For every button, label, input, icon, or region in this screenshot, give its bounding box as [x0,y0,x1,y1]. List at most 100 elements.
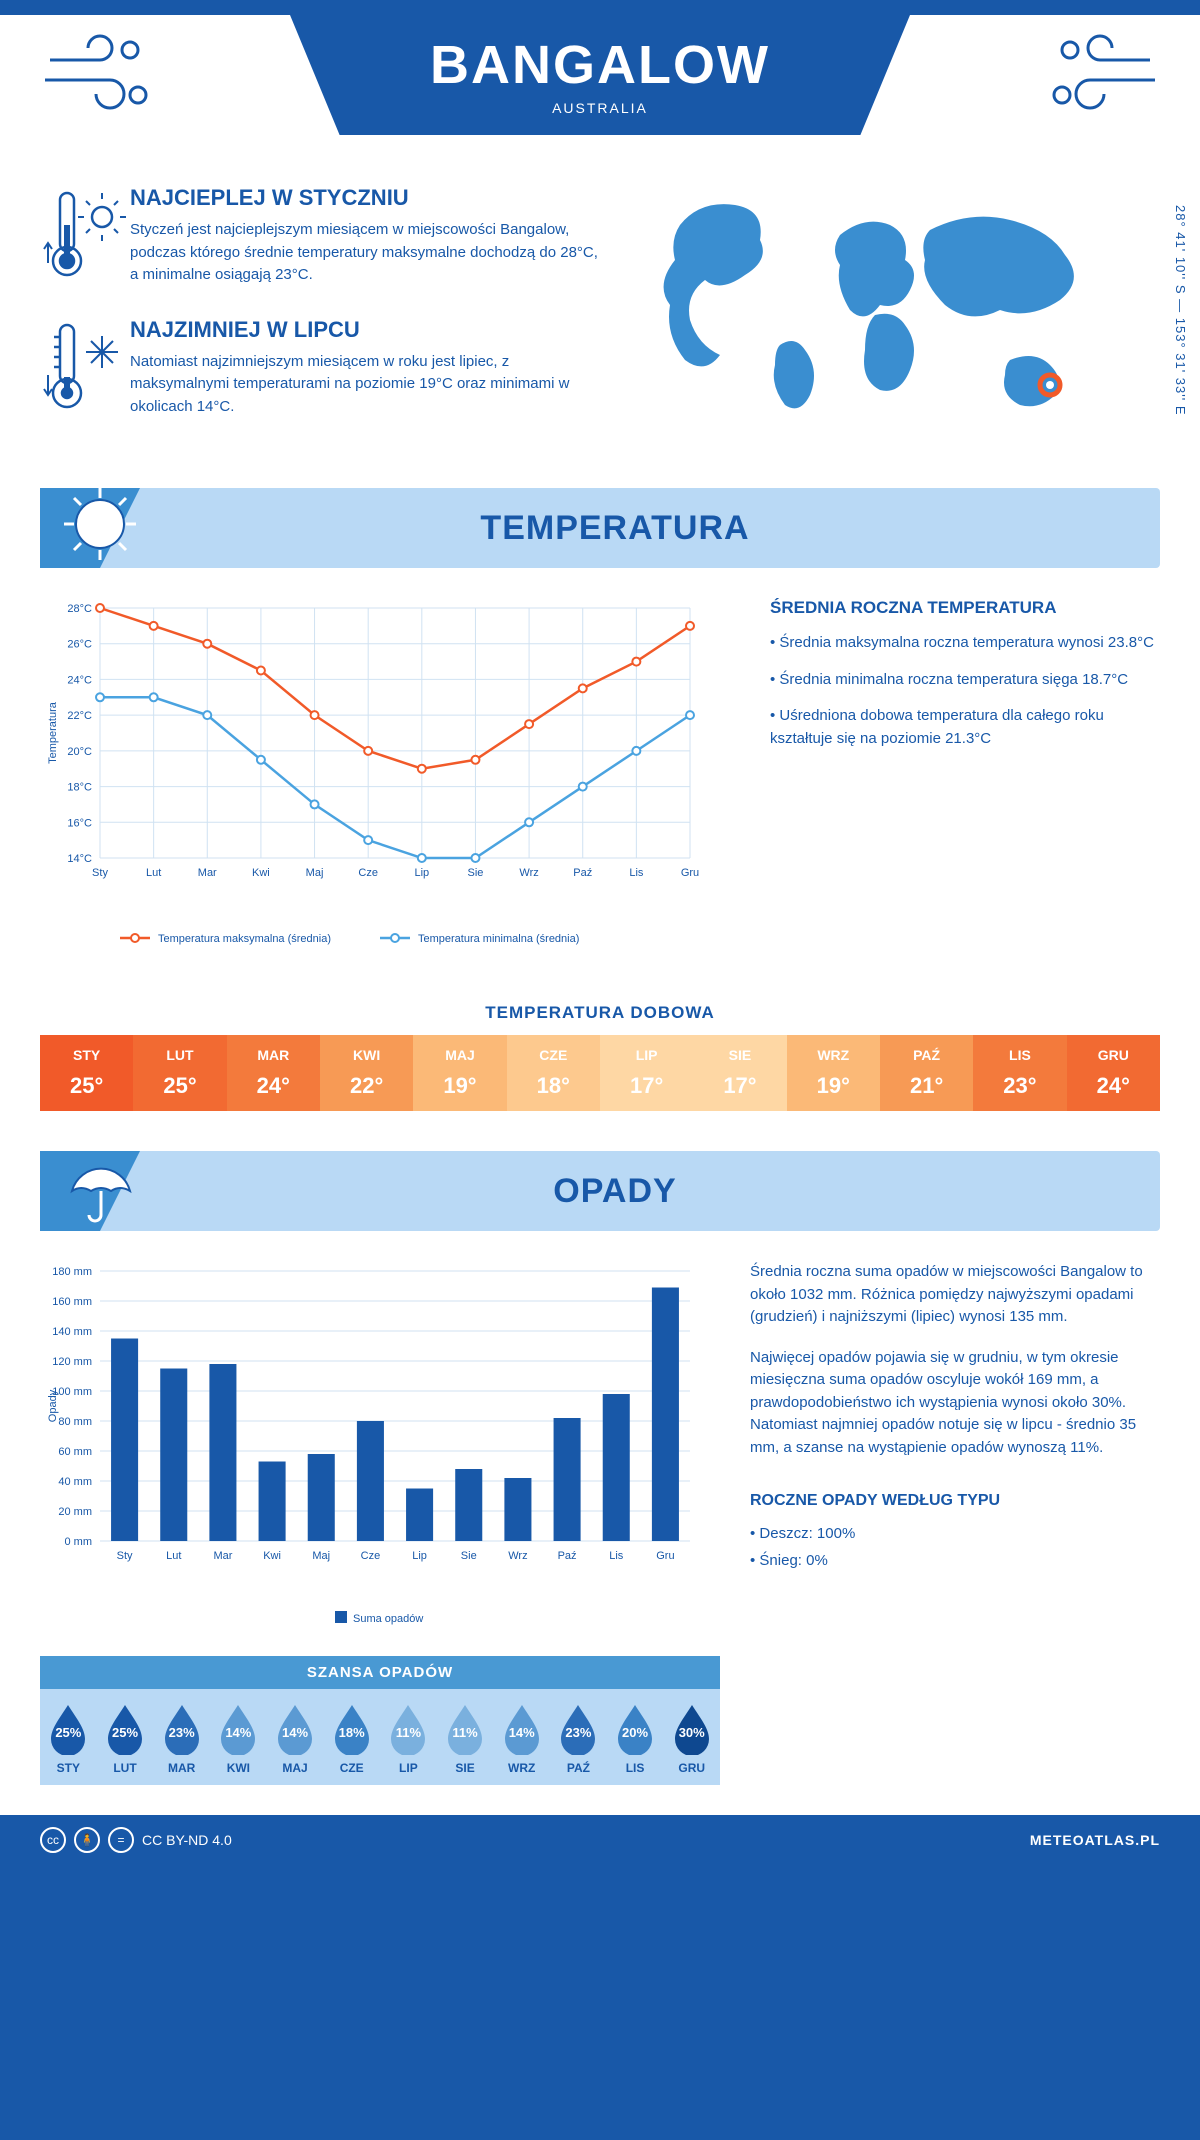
fact-cold-title: NAJZIMNIEJ W LIPCU [130,317,600,343]
svg-text:Wrz: Wrz [519,867,538,879]
umbrella-icon [60,1147,140,1227]
cc-icon: cc [40,1827,66,1853]
svg-text:Sie: Sie [461,1550,477,1562]
raindrop-icon: 11% [387,1703,429,1755]
svg-text:Lip: Lip [414,867,429,879]
svg-text:40 mm: 40 mm [58,1476,92,1488]
svg-text:Opady: Opady [47,1389,59,1422]
svg-text:Kwi: Kwi [252,867,270,879]
map-wrap: 28° 41' 10'' S — 153° 31' 33'' E [600,185,1160,448]
chance-cell: 20% LIS [607,1703,664,1775]
thermometer-sun-icon [40,185,130,285]
svg-text:80 mm: 80 mm [58,1416,92,1428]
daily-cell: LIP17° [600,1035,693,1111]
license-text: CC BY-ND 4.0 [142,1832,232,1848]
temp-notes-p1: • Średnia maksymalna roczna temperatura … [770,632,1160,655]
raindrop-icon: 25% [104,1703,146,1755]
rainfall-bar-chart: 0 mm20 mm40 mm60 mm80 mm100 mm120 mm140 … [40,1261,700,1631]
svg-text:Maj: Maj [306,867,324,879]
svg-text:Maj: Maj [312,1550,330,1562]
daily-cell: CZE18° [507,1035,600,1111]
world-map-icon [630,185,1130,445]
svg-text:180 mm: 180 mm [52,1266,92,1278]
title-row: BANGALOW AUSTRALIA [0,15,1200,145]
svg-text:0 mm: 0 mm [65,1536,93,1548]
svg-text:14°C: 14°C [67,853,92,865]
svg-text:120 mm: 120 mm [52,1356,92,1368]
daily-temp-title: TEMPERATURA DOBOWA [0,1003,1200,1023]
svg-text:Sie: Sie [468,867,484,879]
chance-cell: 25% STY [40,1703,97,1775]
fact-hot: NAJCIEPLEJ W STYCZNIU Styczeń jest najci… [40,185,600,287]
temp-notes-p2: • Średnia minimalna roczna temperatura s… [770,669,1160,692]
svg-text:Lis: Lis [629,867,644,879]
chance-cell: 25% LUT [97,1703,154,1775]
temp-body: 14°C16°C18°C20°C22°C24°C26°C28°CStyLutMa… [0,598,1200,983]
sun-icon [60,484,140,564]
svg-text:18°C: 18°C [67,782,92,794]
svg-text:Mar: Mar [213,1550,232,1562]
svg-text:26°C: 26°C [67,639,92,651]
daily-cell: LUT25° [133,1035,226,1111]
svg-text:Temperatura maksymalna (średni: Temperatura maksymalna (średnia) [158,933,331,945]
raindrop-icon: 20% [614,1703,656,1755]
rain-type-title: ROCZNE OPADY WEDŁUG TYPU [750,1489,1160,1513]
daily-cell: PAŹ21° [880,1035,973,1111]
svg-text:Temperatura minimalna (średnia: Temperatura minimalna (średnia) [418,933,579,945]
daily-cell: MAR24° [227,1035,320,1111]
svg-text:Sty: Sty [117,1550,133,1562]
footer: cc 🧍 = CC BY-ND 4.0 METEOATLAS.PL [0,1815,1200,1865]
chance-cell: 14% MAJ [267,1703,324,1775]
section-title-rain: OPADY [70,1172,1160,1211]
temp-notes-title: ŚREDNIA ROCZNA TEMPERATURA [770,598,1160,618]
temp-notes-p3: • Uśredniona dobowa temperatura dla całe… [770,705,1160,750]
coordinates: 28° 41' 10'' S — 153° 31' 33'' E [1173,205,1188,416]
title-banner: BANGALOW AUSTRALIA [160,15,1040,135]
raindrop-icon: 14% [501,1703,543,1755]
wind-icon-right [1040,25,1160,125]
chance-cell: 23% PAŹ [550,1703,607,1775]
raindrop-icon: 23% [161,1703,203,1755]
daily-cell: LIS23° [973,1035,1066,1111]
nd-icon: = [108,1827,134,1853]
chance-cell: 14% WRZ [493,1703,550,1775]
chance-cell: 14% KWI [210,1703,267,1775]
license-badges: cc 🧍 = CC BY-ND 4.0 [40,1827,232,1853]
section-title-temp: TEMPERATURA [70,509,1160,548]
header-bar [0,0,1200,15]
daily-cell: KWI22° [320,1035,413,1111]
raindrop-icon: 18% [331,1703,373,1755]
svg-text:Paź: Paź [558,1550,577,1562]
chance-cell: 23% MAR [153,1703,210,1775]
svg-text:Lis: Lis [609,1550,624,1562]
fact-hot-text: Styczeń jest najcieplejszym miesiącem w … [130,219,600,287]
svg-text:Mar: Mar [198,867,217,879]
fact-cold-text: Natomiast najzimniejszym miesiącem w rok… [130,351,600,419]
svg-text:22°C: 22°C [67,710,92,722]
raindrop-icon: 23% [557,1703,599,1755]
chance-cell: 18% CZE [323,1703,380,1775]
svg-text:Kwi: Kwi [263,1550,281,1562]
raindrop-icon: 14% [274,1703,316,1755]
temperature-line-chart: 14°C16°C18°C20°C22°C24°C26°C28°CStyLutMa… [40,598,700,958]
svg-text:20°C: 20°C [67,746,92,758]
wind-icon-left [40,25,160,125]
svg-text:60 mm: 60 mm [58,1446,92,1458]
raindrop-icon: 14% [217,1703,259,1755]
rain-chance-box: SZANSA OPADÓW 25% STY 25% LUT 23% MAR 14… [40,1656,720,1785]
svg-text:24°C: 24°C [67,674,92,686]
daily-cell: GRU24° [1067,1035,1160,1111]
svg-text:20 mm: 20 mm [58,1506,92,1518]
rain-type-rain: • Deszcz: 100% [750,1523,1160,1546]
svg-text:Wrz: Wrz [508,1550,527,1562]
fact-cold: NAJZIMNIEJ W LIPCU Natomiast najzimniejs… [40,317,600,419]
temp-notes: ŚREDNIA ROCZNA TEMPERATURA • Średnia mak… [740,598,1160,963]
rain-type-snow: • Śnieg: 0% [750,1550,1160,1573]
page: BANGALOW AUSTRALIA [0,0,1200,1865]
intro-section: NAJCIEPLEJ W STYCZNIU Styczeń jest najci… [0,145,1200,478]
city-title: BANGALOW [430,34,770,96]
svg-text:Gru: Gru [656,1550,674,1562]
svg-text:Lip: Lip [412,1550,427,1562]
raindrop-icon: 11% [444,1703,486,1755]
svg-text:Temperatura: Temperatura [47,701,59,764]
